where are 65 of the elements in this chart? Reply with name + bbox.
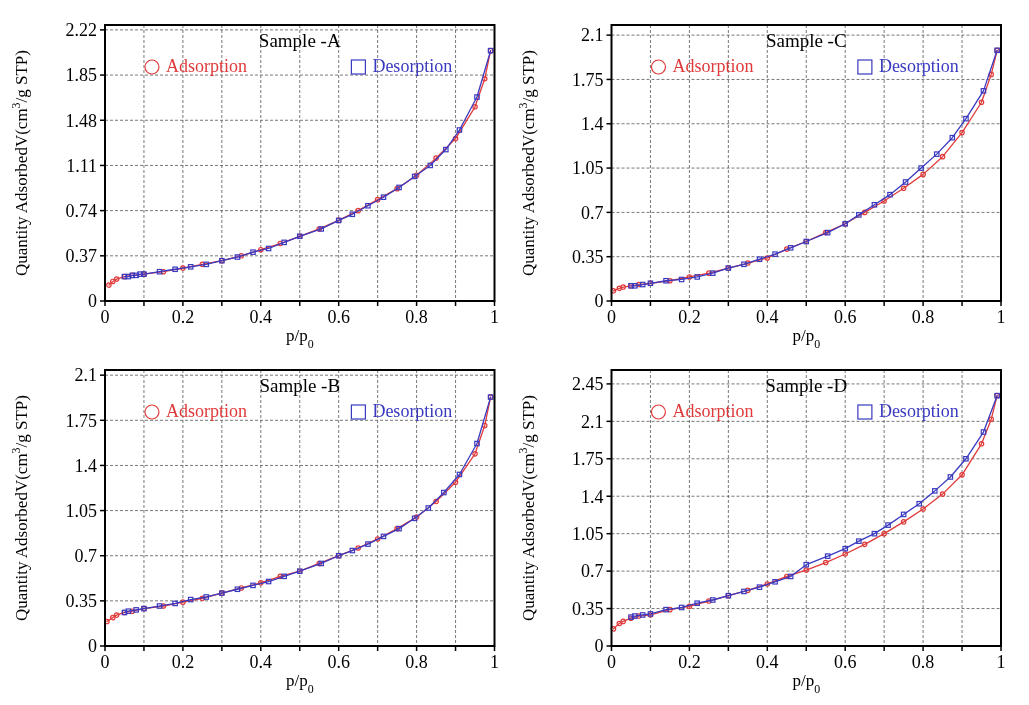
y-tick-label: 1.75	[65, 410, 97, 431]
x-axis-title: p/p$_{0}$	[792, 326, 821, 351]
y-tick-label: 1.11	[66, 155, 97, 176]
x-tick-label: 0.4	[249, 652, 273, 672]
y-tick-label: 1.4	[581, 114, 604, 135]
y-tick-label: 1.48	[65, 110, 97, 131]
legend-label: Desorption	[878, 401, 959, 421]
legend-label: Adsorption	[672, 401, 754, 421]
y-tick-label: 0	[88, 291, 97, 312]
y-tick-label: 0	[88, 636, 97, 657]
x-tick-label: 0.6	[833, 652, 857, 672]
y-tick-label: 0	[594, 636, 604, 657]
y-tick-label: 1.05	[572, 523, 604, 544]
x-axis-title: p/p$_{0}$	[285, 671, 314, 696]
x-tick-label: 0.8	[405, 307, 428, 327]
y-tick-label: 0.37	[65, 246, 97, 267]
x-tick-label: 0.2	[171, 307, 195, 327]
legend-label: Desorption	[372, 401, 453, 421]
y-tick-label: 0.35	[572, 598, 604, 619]
x-tick-label: 0.6	[833, 307, 857, 327]
y-tick-label: 1.75	[572, 449, 604, 470]
x-tick-label: 0.4	[756, 652, 779, 672]
legend-label: Desorption	[372, 56, 453, 76]
x-tick-label: 0.6	[327, 307, 350, 327]
x-tick-label: 0.2	[171, 652, 195, 672]
x-tick-label: 0.2	[678, 652, 701, 672]
y-tick-label: 0.7	[581, 202, 604, 223]
x-tick-label: 0.2	[678, 307, 701, 327]
y-tick-label: 2.1	[581, 411, 604, 432]
y-tick-label: 2.1	[74, 365, 97, 386]
x-tick-label: 0.4	[249, 307, 273, 327]
legend-label: Adsorption	[672, 56, 754, 76]
y-tick-label: 2.45	[572, 374, 604, 395]
y-tick-label: 1.75	[572, 69, 604, 90]
x-tick-label: 0.6	[327, 652, 350, 672]
x-tick-label: 0.8	[405, 652, 428, 672]
y-tick-label: 1.85	[65, 65, 97, 86]
chart-title: Sample -A	[258, 30, 341, 51]
x-tick-label: 1	[996, 307, 1006, 327]
x-tick-label: 1	[490, 307, 499, 327]
y-tick-label: 0	[594, 291, 604, 312]
x-tick-label: 1	[490, 652, 499, 672]
chart-title: Sample -B	[259, 375, 341, 396]
y-tick-label: 1.05	[572, 158, 604, 179]
x-tick-label: 0.8	[911, 307, 935, 327]
chart-title: Sample -D	[765, 375, 848, 396]
x-axis-title: p/p$_{0}$	[792, 671, 821, 696]
y-tick-label: 0.74	[65, 200, 97, 221]
y-tick-label: 0.7	[581, 561, 604, 582]
y-tick-label: 0.7	[74, 546, 97, 567]
chart-title: Sample -C	[765, 30, 847, 51]
y-tick-label: 0.35	[572, 246, 604, 267]
x-axis-title: p/p$_{0}$	[285, 326, 314, 351]
y-tick-label: 1.05	[65, 500, 97, 521]
y-tick-label: 1.4	[581, 486, 604, 507]
y-tick-label: 1.4	[74, 455, 97, 476]
x-tick-label: 0.8	[911, 652, 935, 672]
y-tick-label: 0.35	[65, 591, 97, 612]
legend-label: Adsorption	[165, 56, 247, 76]
legend-label: Desorption	[878, 56, 959, 76]
y-tick-label: 2.1	[581, 25, 604, 46]
y-tick-label: 2.22	[65, 20, 97, 41]
legend-label: Adsorption	[165, 401, 247, 421]
x-tick-label: 1	[996, 652, 1006, 672]
x-tick-label: 0.4	[756, 307, 779, 327]
